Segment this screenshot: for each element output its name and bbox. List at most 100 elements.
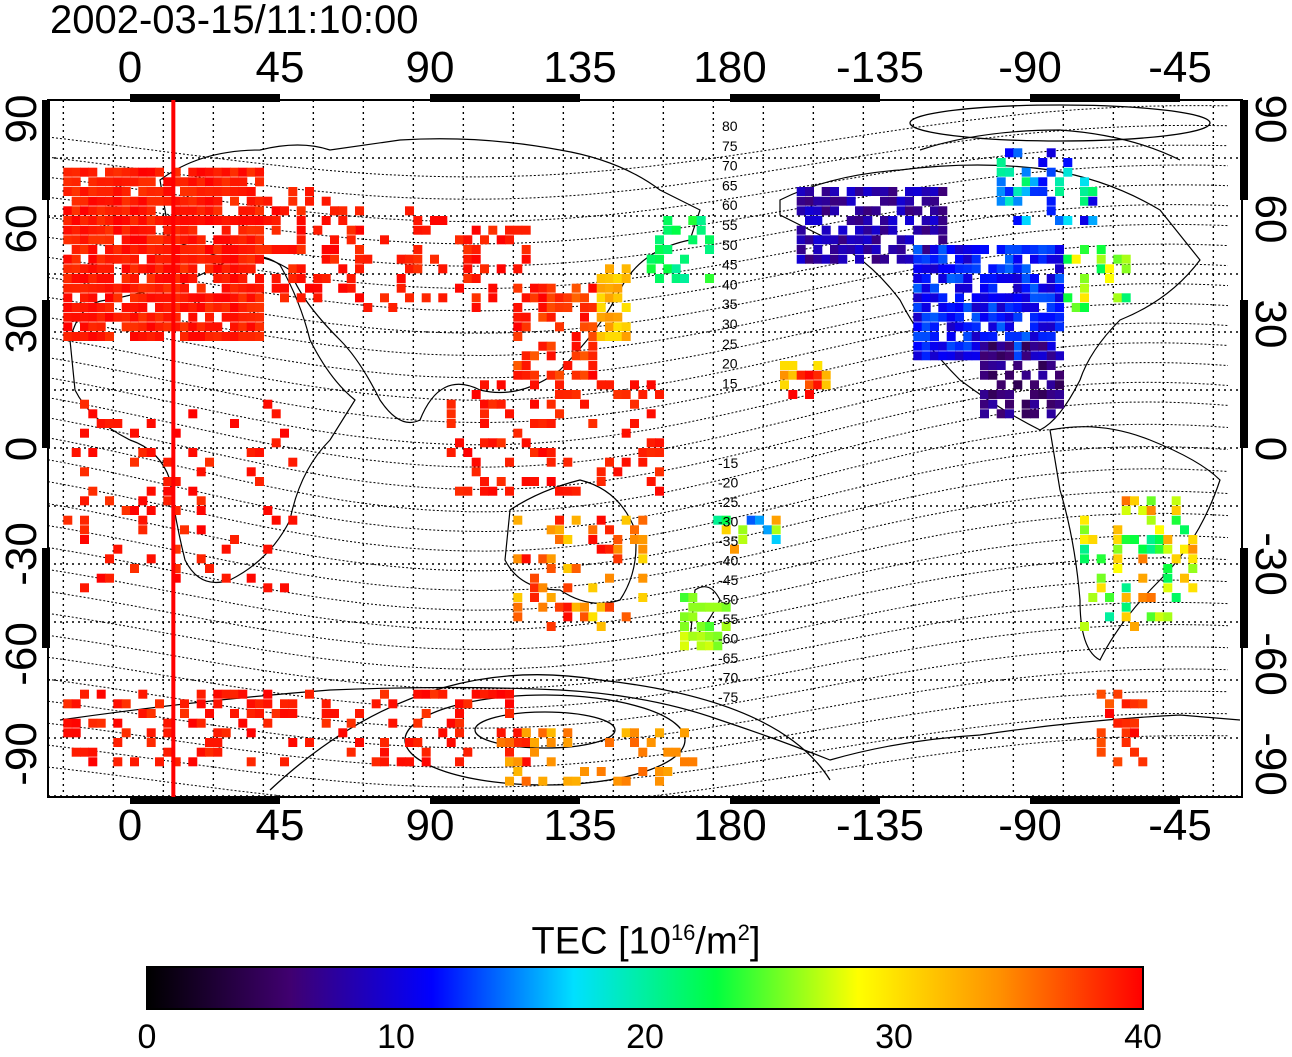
tec-cell — [605, 283, 614, 293]
tec-cell — [71, 274, 81, 283]
tec-cell — [563, 293, 573, 303]
tec-cell — [346, 235, 356, 245]
tec-cell — [263, 506, 273, 515]
tec-cell — [638, 535, 648, 544]
tec-cell — [771, 525, 781, 535]
tec-cell — [921, 187, 931, 196]
tec-cell — [105, 167, 114, 177]
tec-cell — [396, 254, 406, 264]
tec-cell — [571, 776, 581, 786]
tec-cell — [188, 718, 198, 728]
tec-cell — [555, 303, 564, 312]
tec-cell — [496, 738, 506, 747]
tec-cell — [521, 738, 531, 747]
tec-cell — [913, 245, 923, 254]
tec-cell — [438, 216, 448, 225]
tec-cell — [421, 293, 431, 303]
tec-cell — [963, 332, 973, 341]
tec-cell — [505, 709, 514, 718]
tec-cell — [521, 254, 531, 264]
tec-cell — [205, 709, 214, 718]
tec-cell — [446, 738, 456, 747]
tec-cell — [121, 254, 131, 264]
tec-cell — [238, 718, 248, 728]
tec-cell — [963, 351, 973, 361]
tec-cell — [546, 351, 556, 361]
tec-cell — [980, 283, 989, 293]
tec-cell — [788, 370, 798, 380]
tec-cell — [1130, 496, 1139, 506]
tec-cell — [1021, 341, 1031, 351]
tec-cell — [230, 245, 239, 254]
tec-cell — [988, 274, 998, 283]
contour-label: -15 — [718, 455, 738, 471]
tec-cell — [1080, 535, 1089, 544]
tec-cell — [638, 593, 648, 602]
tec-cell — [605, 274, 614, 283]
tec-cell — [113, 738, 123, 747]
tec-cell — [480, 409, 489, 419]
tec-cell — [1046, 332, 1056, 341]
tec-cell — [505, 738, 514, 747]
tec-cell — [496, 728, 506, 738]
tec-cell — [613, 535, 623, 544]
tec-cell — [1038, 293, 1048, 303]
tec-cell — [296, 216, 306, 225]
tec-cell — [1171, 593, 1181, 602]
tec-cell — [821, 254, 831, 264]
tec-cell — [1080, 525, 1089, 535]
tec-cell — [188, 757, 198, 767]
tec-cell — [1038, 351, 1048, 361]
tec-cell — [246, 245, 256, 254]
tec-cell — [80, 467, 89, 477]
tec-cell — [555, 293, 564, 303]
tec-cell — [1046, 322, 1056, 332]
tec-cell — [988, 399, 998, 409]
tec-cell — [821, 206, 831, 216]
tec-cell — [405, 293, 414, 303]
tec-cell — [213, 177, 223, 187]
tec-cell — [155, 283, 164, 293]
tec-cell — [563, 457, 573, 467]
contour-label: -35 — [718, 533, 738, 549]
tec-cell — [688, 612, 698, 622]
tec-cell — [205, 293, 214, 303]
tec-cell — [1038, 177, 1048, 187]
tec-cell — [180, 322, 189, 332]
tec-cell — [555, 535, 564, 544]
tec-cell — [163, 747, 173, 757]
tec-cell — [1138, 544, 1148, 554]
tec-cell — [888, 216, 898, 225]
tec-cell — [246, 757, 256, 767]
tec-cell — [96, 312, 106, 322]
tec-cell — [696, 631, 706, 641]
tec-cell — [846, 235, 856, 245]
tec-cell — [213, 747, 223, 757]
tec-cell — [230, 535, 239, 544]
tec-cell — [1046, 303, 1056, 312]
tec-cell — [588, 612, 598, 622]
tec-cell — [1038, 341, 1048, 351]
tec-cell — [146, 206, 156, 216]
tec-cell — [580, 370, 589, 380]
tec-cell — [196, 196, 206, 206]
colorbar-title-text: TEC [10 — [531, 920, 671, 963]
tec-cell — [530, 283, 539, 293]
tec-cell — [921, 303, 931, 312]
tec-cell — [271, 438, 281, 448]
tec-cell — [163, 486, 173, 496]
tec-cell — [538, 341, 548, 351]
tec-cell — [930, 283, 939, 293]
tec-cell — [121, 167, 131, 177]
tec-cell — [855, 187, 864, 196]
tec-cell — [138, 293, 148, 303]
tec-cell — [1030, 283, 1039, 293]
tec-cell — [555, 486, 564, 496]
tec-cell — [246, 322, 256, 332]
tec-cell — [405, 254, 414, 264]
contour-label: 45 — [722, 257, 738, 273]
tec-cell — [1046, 274, 1056, 283]
tec-cell — [963, 274, 973, 283]
tec-cell — [938, 235, 948, 245]
tec-cell — [880, 225, 889, 235]
